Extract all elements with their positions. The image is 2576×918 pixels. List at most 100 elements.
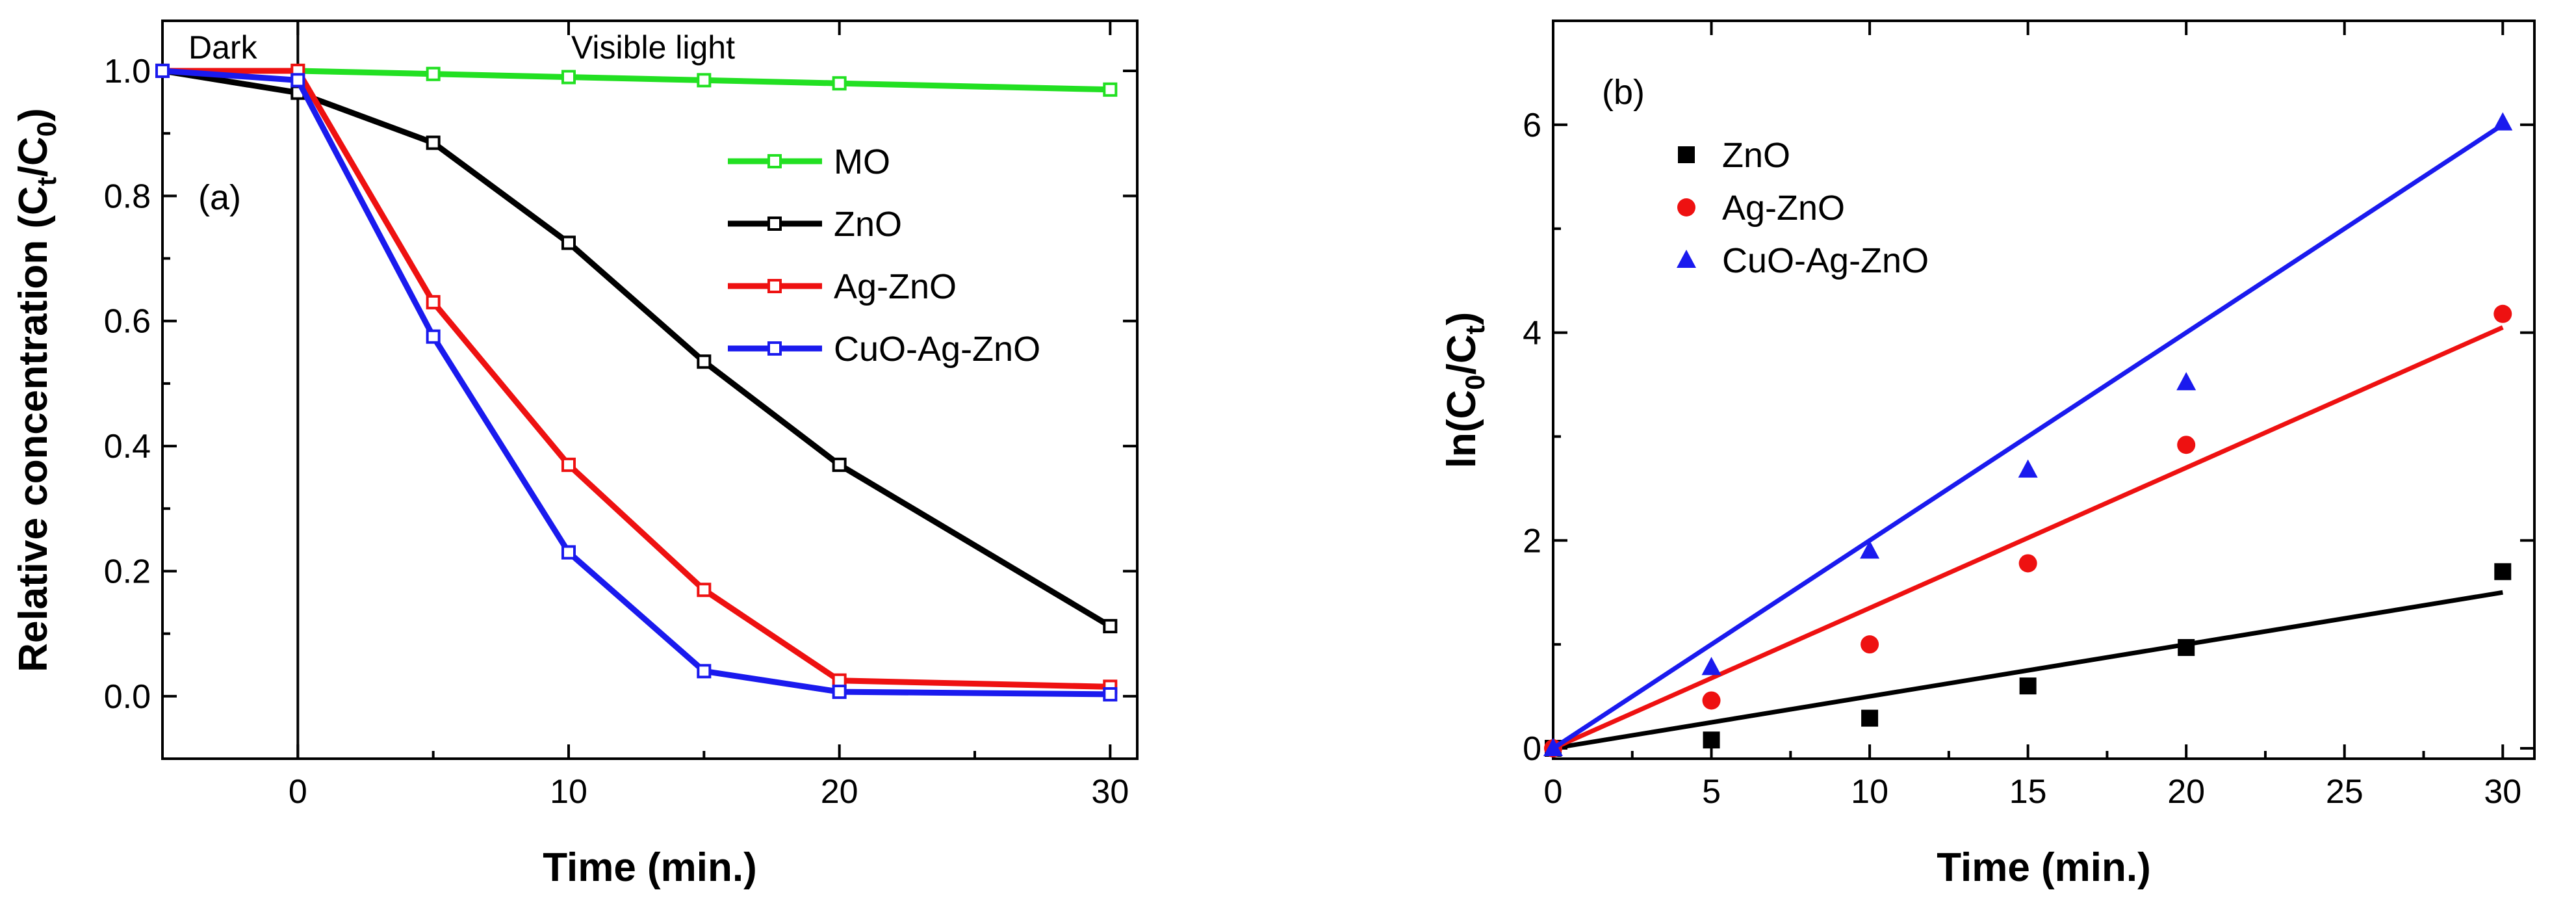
legend-label-ag-zno: Ag-ZnO — [1722, 189, 1845, 228]
data-point-cuo-ag-zno — [290, 73, 305, 88]
x-tick-label: 10 — [1851, 773, 1888, 811]
x-tick-label: 20 — [2167, 773, 2205, 811]
data-point-zno — [1861, 709, 1879, 727]
legend-label-zno: ZnO — [834, 205, 902, 244]
panel-b-ylabel-main: ln(C — [1439, 390, 1484, 469]
panel-b-ylabel-end: ) — [1439, 312, 1484, 326]
panel-b-axis-ticks — [1552, 20, 2534, 759]
panel-a-axis-ticks — [161, 21, 1137, 760]
data-point-zno — [426, 135, 441, 150]
x-tick-label: 15 — [2009, 773, 2047, 811]
panel-b-ylabel-sub2: t — [1460, 325, 1490, 334]
data-point-zno — [2494, 563, 2512, 581]
data-point-mo — [1103, 82, 1118, 97]
visible-light-region-label: Visible light — [571, 29, 735, 66]
fit-line-cuo-ag-zno — [1552, 122, 2505, 750]
y-tick-label: 1.0 — [104, 53, 151, 90]
x-tick-label: 0 — [1544, 773, 1563, 811]
y-tick-label: 0.8 — [104, 177, 151, 215]
x-tick-label: 20 — [821, 773, 858, 811]
panel-a-x-axis-title: Time (min.) — [543, 845, 757, 890]
legend-marker-ag-zno — [767, 279, 782, 293]
panel-b-x-axis-title: Time (min.) — [1937, 845, 2151, 890]
fit-line-zno — [1552, 590, 2503, 751]
legend-marker-cuo-ag-zno — [1677, 250, 1696, 268]
data-point-mo — [832, 76, 847, 91]
y-tick-label: 0.6 — [104, 303, 151, 341]
data-point-mo — [561, 70, 576, 85]
legend-label-zno: ZnO — [1722, 136, 1790, 175]
legend-label-mo: MO — [834, 142, 890, 181]
y-tick-label: 0.4 — [104, 428, 151, 466]
y-tick-label: 0 — [1523, 730, 1541, 768]
data-point-ag-zno — [1702, 691, 1721, 710]
data-point-cuo-ag-zno — [2493, 112, 2513, 131]
data-point-cuo-ag-zno — [426, 329, 441, 344]
data-point-cuo-ag-zno — [1103, 687, 1118, 702]
y-tick-label: 6 — [1523, 107, 1541, 144]
panel-a-label: (a) — [198, 178, 241, 217]
data-point-ag-zno — [2018, 554, 2037, 573]
data-point-ag-zno — [832, 673, 847, 688]
legend-label-cuo-ag-zno: CuO-Ag-ZnO — [1722, 241, 1929, 280]
series-line-cuo-ag-zno — [162, 68, 1111, 698]
panel-b-series — [1543, 112, 2513, 758]
panel-b-ylabel-mid: /C — [1439, 334, 1484, 374]
panel-a-chart: 0 10 20 30 0.0 0.2 0.4 0.6 0.8 1.0 Dark Visible … — [11, 20, 1139, 890]
x-tick-label: 30 — [2484, 773, 2521, 811]
x-tick-label: 5 — [1702, 773, 1721, 811]
panel-a-ylabel-end: ) — [11, 108, 56, 122]
data-point-ag-zno — [426, 295, 441, 309]
data-point-ag-zno — [561, 457, 576, 472]
panel-a-ylabel-main: Relative concentration (C — [11, 186, 56, 672]
panel-a-y-axis-title: Relative concentration (Ct/C0) — [11, 108, 62, 672]
series-line-ag-zno — [162, 68, 1111, 690]
data-point-cuo-ag-zno — [561, 545, 576, 560]
data-point-zno — [2019, 677, 2037, 695]
legend-marker-mo — [767, 154, 782, 168]
x-tick-label: 30 — [1091, 773, 1129, 811]
panel-a-ylabel-sub2: 0 — [31, 122, 62, 137]
data-point-ag-zno — [1861, 635, 1879, 654]
data-point-zno — [697, 354, 712, 369]
x-tick-label: 0 — [289, 773, 307, 811]
data-point-cuo-ag-zno — [1860, 540, 1880, 559]
y-tick-label: 0.2 — [104, 553, 151, 590]
panel-a-series — [155, 63, 1118, 702]
panel-b-label: (b) — [1602, 73, 1645, 112]
legend-marker-ag-zno — [1677, 198, 1695, 216]
data-point-mo — [697, 73, 712, 88]
data-point-ag-zno — [2177, 436, 2196, 454]
panel-b-plot-frame — [1552, 20, 2536, 760]
data-point-zno — [832, 457, 847, 472]
panel-b-y-axis-title: ln(C0/Ct) — [1439, 312, 1490, 469]
data-point-cuo-ag-zno — [155, 63, 170, 78]
panel-a-plot-frame — [161, 20, 1139, 760]
legend-marker-zno — [767, 216, 782, 231]
x-tick-label: 10 — [550, 773, 587, 811]
panel-b-ylabel-sub1: 0 — [1460, 374, 1490, 389]
data-point-ag-zno — [697, 583, 712, 597]
panel-a-ylabel-sub1: t — [31, 177, 62, 186]
x-tick-label: 25 — [2326, 773, 2363, 811]
fit-line-ag-zno — [1552, 325, 2504, 751]
legend-label-ag-zno: Ag-ZnO — [834, 267, 957, 306]
data-point-cuo-ag-zno — [2176, 372, 2196, 391]
legend-marker-zno — [1678, 146, 1695, 163]
data-point-cuo-ag-zno — [1701, 657, 1721, 675]
y-tick-label: 2 — [1523, 522, 1541, 560]
y-tick-label: 4 — [1523, 315, 1541, 352]
data-point-zno — [1103, 619, 1118, 634]
data-point-cuo-ag-zno — [832, 685, 847, 700]
data-point-cuo-ag-zno — [697, 664, 712, 679]
panel-b-y-tick-labels: 0 2 4 6 — [1523, 107, 1541, 768]
panel-a-y-tick-labels: 0.0 0.2 0.4 0.6 0.8 1.0 — [104, 53, 151, 716]
legend-marker-cuo-ag-zno — [767, 341, 782, 356]
panel-b-legend: ZnO Ag-ZnO CuO-Ag-ZnO — [1677, 136, 1929, 280]
legend-label-cuo-ag-zno: CuO-Ag-ZnO — [834, 330, 1040, 369]
panel-b-chart: 0 5 10 15 20 25 30 0 2 4 6 (b) ZnO Ag-ZnO CuO-Ag-Zn… — [1439, 20, 2536, 890]
data-point-mo — [426, 66, 441, 81]
panel-a-ylabel-mid: /C — [11, 137, 56, 177]
y-tick-label: 0.0 — [104, 678, 151, 716]
